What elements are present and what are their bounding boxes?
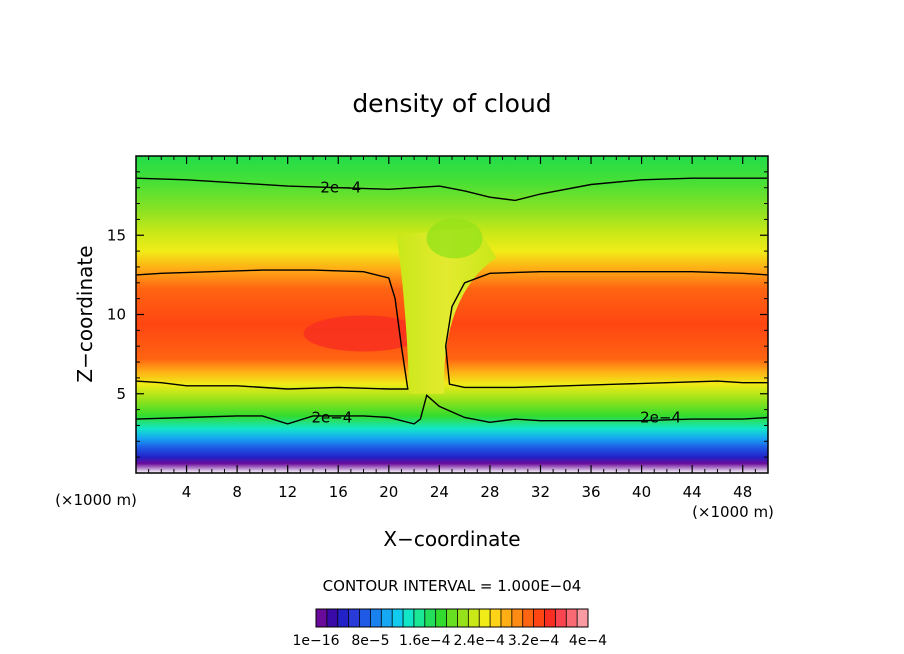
x-axis: 4 8 12 16 20 24 28 32 36 40 44 48 [148, 156, 756, 501]
colorbar-swatch [424, 609, 436, 627]
x-tick-label: 12 [278, 483, 297, 501]
y-tick-label: 10 [107, 306, 126, 324]
colorbar-tick-label: 4e−4 [569, 633, 607, 649]
contour-label: 2e−4 [311, 409, 352, 427]
colorbar-swatch [359, 609, 371, 627]
colorbar-swatch [479, 609, 491, 627]
x-tick-label: 4 [182, 483, 192, 501]
x-tick-label: 8 [232, 483, 242, 501]
x-tick-label: 48 [733, 483, 752, 501]
plot-area [136, 156, 768, 473]
x-axis-label: X−coordinate [383, 527, 520, 551]
colorbar-swatch [511, 609, 524, 627]
colorbar-swatch [468, 609, 480, 627]
colorbar-swatch [348, 609, 360, 627]
contour-labels: 2e−4 2e−4 2e−4 [311, 179, 681, 427]
colorbar-swatch [326, 609, 339, 627]
x-unit-left: (×1000 m) [55, 491, 137, 509]
colorbar-tick-label: 3.2e−4 [508, 633, 560, 649]
colorbar-swatch [337, 609, 349, 627]
colorbar-swatch [370, 609, 382, 627]
x-tick-label: 36 [581, 483, 600, 501]
upper-dip-region [426, 218, 483, 259]
colorbar-swatch [566, 609, 578, 627]
chart-title: density of cloud [352, 89, 551, 118]
x-unit-right: (×1000 m) [692, 503, 774, 521]
colorbar-tick-label: 2.4e−4 [453, 633, 505, 649]
downdraft-column [396, 227, 497, 394]
y-tick-label: 5 [116, 385, 126, 403]
x-tick-label: 28 [480, 483, 499, 501]
contour-interval-text: CONTOUR INTERVAL = 1.000E−04 [323, 577, 582, 595]
x-tick-label: 24 [430, 483, 449, 501]
colorbar-tick-label: 1.6e−4 [399, 633, 451, 649]
contour-line [136, 269, 409, 390]
colorbar-swatch [392, 609, 404, 627]
colorbar-swatch [381, 609, 393, 627]
colorbar-swatch [522, 609, 534, 627]
y-axis-label: Z−coordinate [73, 245, 97, 382]
x-tick-label: 20 [379, 483, 398, 501]
colorbar-swatch [500, 609, 513, 627]
colorbar-swatch [413, 609, 426, 627]
contour-line [444, 271, 768, 389]
x-tick-label: 16 [329, 483, 348, 501]
colorbar-swatch [544, 609, 556, 627]
x-tick-label: 32 [531, 483, 550, 501]
y-tick-label: 15 [107, 226, 126, 244]
colorbar-labels: 1e−16 8e−5 1.6e−4 2.4e−4 3.2e−4 4e−4 [292, 633, 607, 649]
colorbar-swatch [577, 609, 589, 627]
contour-line [136, 394, 768, 425]
colorbar-tick-label: 8e−5 [351, 633, 389, 649]
x-tick-label: 40 [632, 483, 651, 501]
y-axis: 5 10 15 [107, 171, 768, 458]
colorbar [315, 608, 589, 628]
colorbar-swatch [403, 609, 415, 627]
colorbar-tick-label: 1e−16 [292, 633, 339, 649]
colorbar-swatch [457, 609, 469, 627]
colorbar-swatch [490, 609, 502, 627]
colorbar-swatch [316, 609, 328, 627]
x-tick-label: 44 [683, 483, 702, 501]
colorbar-swatch [533, 609, 545, 627]
colorbar-swatch [446, 609, 458, 627]
contour-line [136, 177, 768, 202]
contour-label: 2e−4 [640, 409, 681, 427]
colorbar-swatch [435, 609, 447, 627]
high-density-region-left [303, 315, 424, 352]
contour-lines [136, 177, 768, 425]
colorbar-frame [315, 608, 589, 628]
colorbar-swatch [555, 609, 567, 627]
contour-label: 2e−4 [320, 179, 361, 197]
